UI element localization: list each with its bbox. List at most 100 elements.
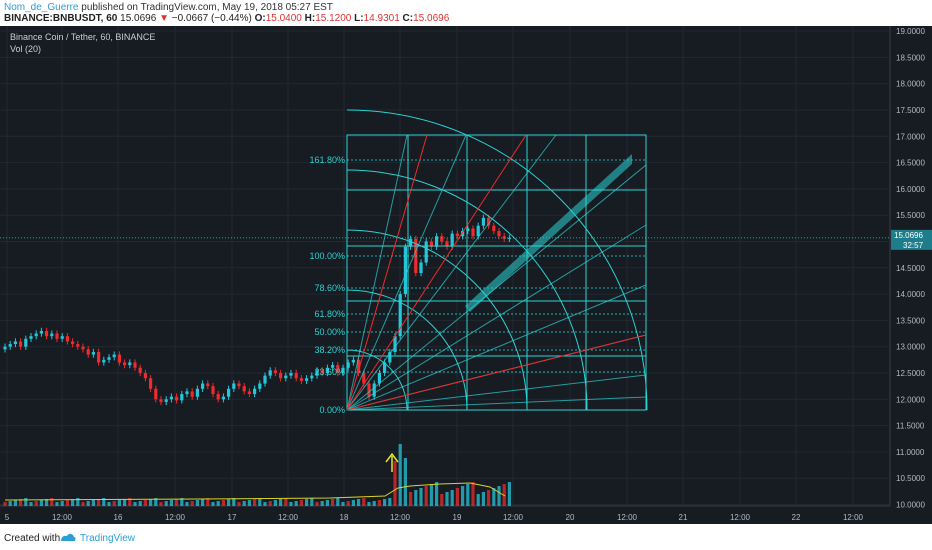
candle-body (273, 370, 277, 373)
time-tick-label: 12:00 (390, 513, 411, 522)
candle-body (13, 341, 17, 345)
candle-body (227, 388, 231, 397)
candle-body (305, 378, 309, 381)
volume-bar (3, 502, 7, 506)
time-tick-label: 19 (453, 513, 462, 522)
candle-body (336, 365, 340, 373)
volume-bar (310, 498, 314, 506)
volume-bar (221, 500, 225, 506)
published-text: published on TradingView.com, May 19, 20… (78, 2, 333, 13)
price-change: −0.0667 (−0.44%) (171, 13, 252, 24)
volume-bar (159, 502, 163, 506)
gann-fan-line (346, 224, 647, 411)
current-price-label: 15.0696 (894, 231, 923, 240)
volume-bar (232, 498, 236, 506)
candle-body (138, 367, 142, 373)
volume-bar (383, 499, 387, 506)
price-tick-label: 10.5000 (896, 474, 925, 483)
candle-body (102, 359, 106, 363)
candle-body (445, 241, 449, 247)
fib-level-label: 23.60% (314, 367, 345, 377)
volume-bar (492, 488, 496, 506)
volume-indicator-label[interactable]: Vol (20) (10, 44, 42, 54)
candle-body (86, 349, 90, 355)
chart-pane[interactable]: 19.500019.000018.500018.000017.500017.00… (0, 26, 932, 524)
volume-bar (149, 499, 153, 506)
candle-body (258, 383, 262, 389)
volume-bar (325, 500, 329, 506)
gann-fan-line (346, 396, 647, 411)
symbol-label: BINANCE:BNBUSDT, 60 (4, 13, 118, 24)
price-tick-label: 19.0000 (896, 27, 925, 36)
candle-body (143, 373, 147, 379)
chart-title: Binance Coin / Tether, 60, BINANCE (10, 32, 156, 42)
gann-fan-line (346, 134, 557, 411)
candle-body (206, 383, 210, 387)
candle-body (128, 362, 132, 366)
open-label: O: (254, 13, 266, 24)
volume-bar (143, 500, 147, 506)
volume-bar (180, 498, 184, 506)
gann-red-line (346, 334, 647, 411)
candle-body (185, 391, 189, 395)
candle-body (299, 378, 303, 381)
volume-bar (409, 492, 413, 506)
candle-body (367, 383, 371, 397)
price-tick-label: 16.5000 (896, 159, 925, 168)
volume-bar (471, 482, 475, 506)
candle-body (471, 228, 475, 237)
volume-bar (336, 498, 340, 506)
candle-body (388, 351, 392, 363)
volume-bar (294, 501, 298, 506)
candle-body (247, 391, 251, 395)
time-tick-label: 12:00 (165, 513, 186, 522)
footer: Created with TradingView (0, 524, 932, 550)
price-tick-label: 13.0000 (896, 343, 925, 352)
fib-level-label: 61.80% (314, 309, 345, 319)
fib-level-label: 0.00% (319, 405, 345, 415)
volume-bar (320, 501, 324, 506)
gann-red-line (346, 134, 527, 411)
candle-body (232, 383, 236, 389)
volume-bar (247, 500, 251, 506)
candle-body (377, 373, 381, 384)
candle-body (409, 238, 413, 247)
volume-bar (154, 498, 158, 506)
candle-body (242, 386, 246, 392)
volume-bar (419, 488, 423, 506)
candle-body (195, 388, 199, 397)
candle-body (211, 386, 215, 395)
candle-body (331, 365, 335, 368)
volume-bar (403, 458, 407, 506)
candle-body (507, 237, 511, 239)
volume-bar (424, 486, 428, 506)
chart-canvas[interactable]: 19.500019.000018.500018.000017.500017.00… (0, 26, 932, 524)
fib-level-label: 100.00% (309, 251, 345, 261)
volume-bar (8, 501, 12, 506)
candle-body (81, 346, 85, 350)
volume-bar (476, 494, 480, 506)
volume-bar (393, 461, 397, 506)
volume-bar (86, 501, 90, 506)
author-link[interactable]: Nom_de_Guerre (4, 2, 79, 13)
created-with-text: Created with (4, 533, 61, 544)
gann-box (346, 134, 647, 411)
candle-body (159, 399, 163, 402)
countdown-label: 32:57 (903, 241, 924, 250)
volume-bar (481, 492, 485, 506)
time-tick-label: 5 (5, 513, 10, 522)
volume-bar (367, 502, 371, 506)
candle-body (175, 396, 179, 401)
candle-body (424, 241, 428, 263)
time-tick-label: 12:00 (503, 513, 524, 522)
candle-body (393, 336, 397, 352)
price-axis-bg (890, 26, 932, 524)
price-tick-label: 17.0000 (896, 132, 925, 141)
price-tick-label: 12.0000 (896, 395, 925, 404)
candle-body (362, 373, 366, 384)
fib-level-label: 38.20% (314, 345, 345, 355)
volume-bar (211, 502, 215, 506)
volume-bar (24, 498, 28, 506)
candle-body (97, 351, 101, 363)
tradingview-brand[interactable]: TradingView (80, 533, 136, 544)
